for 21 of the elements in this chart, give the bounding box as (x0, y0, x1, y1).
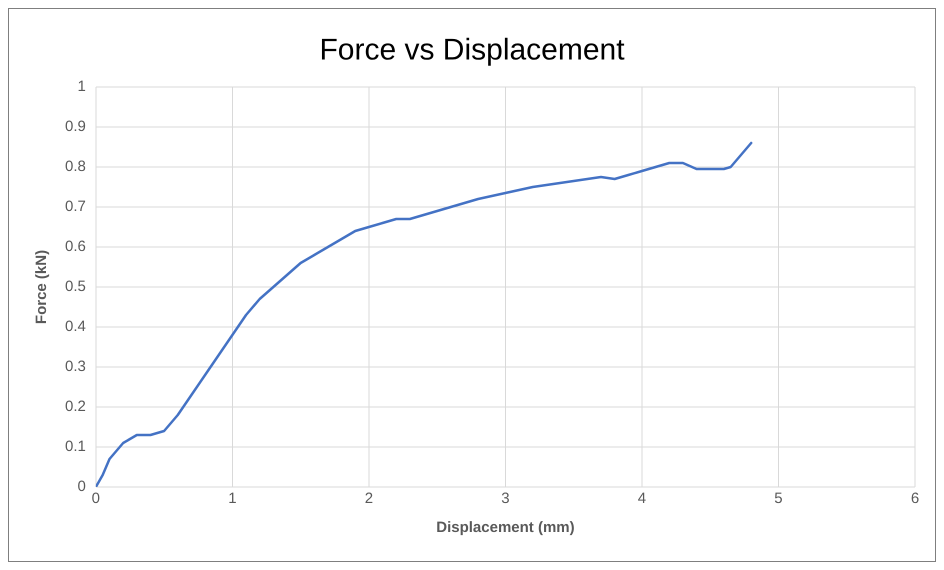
y-axis-title: Force (kN) (33, 250, 50, 324)
y-tick-label: 0.1 (64, 438, 86, 456)
x-tick-label: 5 (774, 490, 783, 508)
x-tick-label: 0 (92, 490, 100, 508)
y-tick-label: 0.5 (64, 278, 86, 296)
y-tick-label: 0.7 (64, 198, 86, 216)
chart-title: Force vs Displacement (319, 33, 626, 66)
x-tick-label: 2 (364, 490, 374, 508)
y-tick-label: 0.6 (64, 238, 86, 256)
x-tick-label: 4 (638, 490, 646, 508)
x-tick-label: 1 (228, 490, 237, 508)
x-axis-title: Displacement (mm) (436, 519, 575, 536)
x-tick-label: 3 (501, 490, 510, 508)
x-tick-label: 6 (910, 490, 920, 508)
y-tick-label: 0 (78, 478, 86, 496)
y-tick-label: 0.9 (64, 118, 86, 136)
y-tick-label: 1 (78, 78, 86, 96)
y-tick-label: 0.4 (64, 318, 86, 336)
y-tick-label: 0.3 (64, 358, 86, 376)
y-tick-label: 0.8 (64, 158, 86, 176)
y-tick-label: 0.2 (64, 398, 86, 416)
